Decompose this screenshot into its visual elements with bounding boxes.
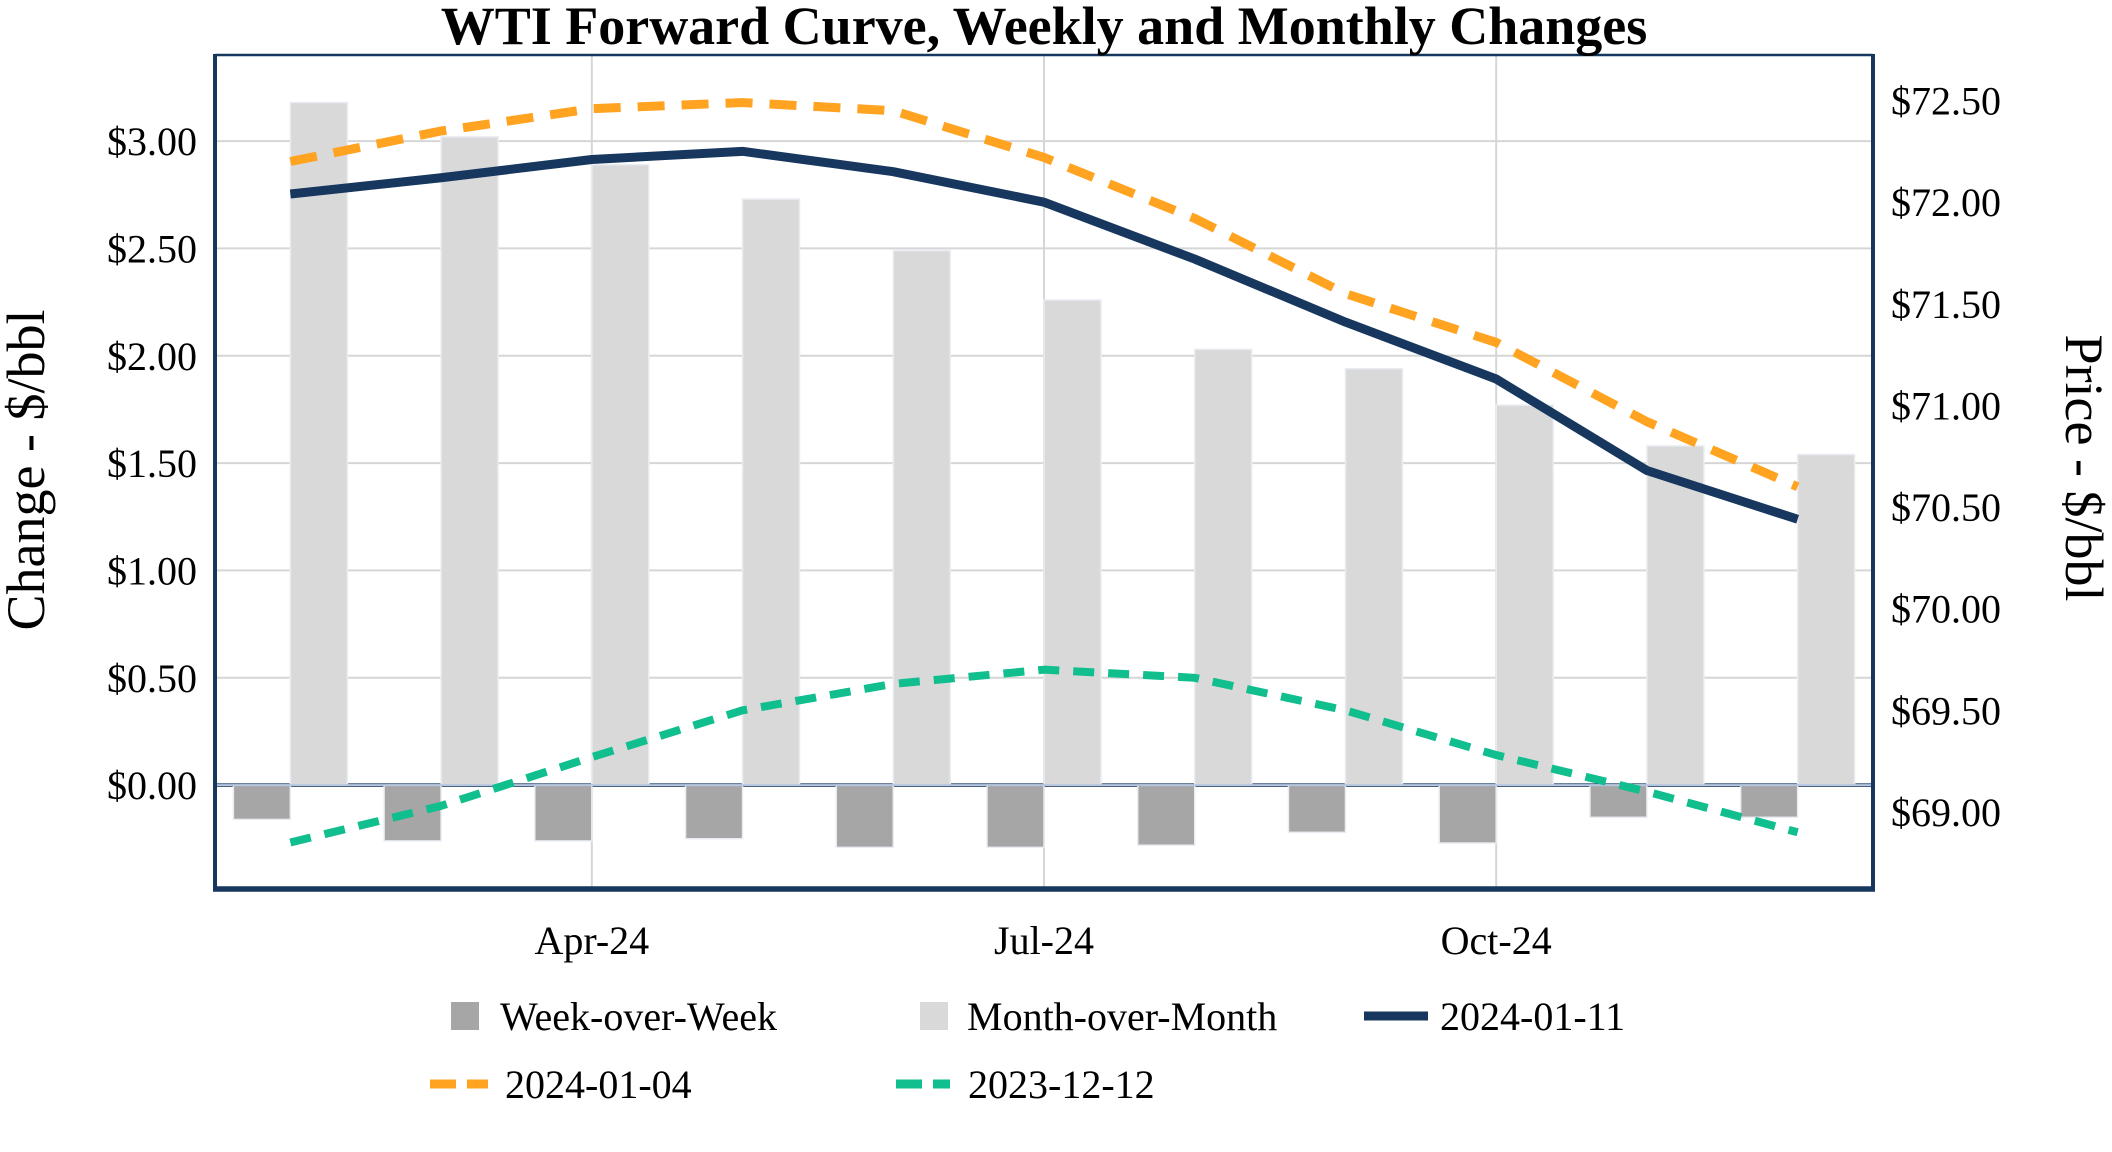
bar-week-over-week	[232, 784, 292, 821]
chart-title: WTI Forward Curve, Weekly and Monthly Ch…	[441, 0, 1648, 56]
bar-month-over-month	[1193, 348, 1253, 786]
bar-week-over-week	[986, 784, 1045, 849]
tick-labels-layer: $0.00 $0.50 $1.00 $1.50 $2.00 $2.50 $3.00 $69.0…	[107, 79, 2001, 963]
right-axis-tick-label: $70.50	[1891, 485, 2001, 530]
left-axis-tick-label: $1.50	[107, 441, 197, 486]
right-axis-tick-label: $69.00	[1891, 790, 2001, 835]
plot-border-layer	[213, 53, 1875, 892]
left-axis-tick-label: $2.00	[107, 334, 197, 379]
legend: Week-over-Week Month-over-Month 2024-01-11…	[430, 994, 1625, 1107]
bar-month-over-month	[289, 101, 349, 786]
bar-week-over-week	[1136, 784, 1196, 846]
x-axis-tick-label: Jul-24	[994, 918, 1094, 963]
right-axis-tick-label: $72.50	[1891, 79, 2001, 124]
legend-marker-Week-over-Week	[451, 1002, 479, 1030]
left-axis-tick-label: $3.00	[107, 119, 197, 164]
legend-label: Week-over-Week	[500, 994, 777, 1039]
legend-label: Month-over-Month	[967, 994, 1277, 1039]
right-axis-tick-label: $70.00	[1891, 587, 2001, 632]
bar-week-over-week	[1438, 784, 1497, 844]
legend-label: 2024-01-04	[505, 1062, 692, 1107]
bar-month-over-month	[892, 249, 952, 786]
bar-week-over-week	[1287, 784, 1347, 834]
right-axis-tick-label: $71.50	[1891, 282, 2001, 327]
bar-month-over-month	[1646, 445, 1705, 786]
bar-week-over-week	[684, 784, 744, 840]
line-2024-01-04	[289, 98, 1800, 491]
right-axis-tick-label: $69.50	[1891, 688, 2001, 733]
right-axis-tick-label: $72.00	[1891, 180, 2001, 225]
x-axis-tick-label: Oct-24	[1441, 918, 1552, 963]
bar-week-over-week	[1739, 784, 1799, 819]
bar-month-over-month	[1495, 404, 1554, 786]
bar-month-over-month	[741, 198, 801, 786]
bar-week-over-week	[835, 784, 895, 849]
left-axis-tick-label: $1.00	[107, 548, 197, 593]
legend-label: 2023-12-12	[968, 1062, 1155, 1107]
bar-week-over-week	[534, 784, 593, 842]
right-axis-tick-label: $71.00	[1891, 383, 2001, 428]
bar-month-over-month	[440, 136, 499, 786]
line-2023-12-12	[289, 665, 1799, 847]
bar-month-over-month	[1796, 453, 1856, 786]
right-axis-title: Price - $/bbl	[2054, 335, 2112, 602]
bar-month-over-month	[1043, 299, 1102, 786]
x-axis-tick-label: Apr-24	[534, 918, 649, 963]
bars-layer	[232, 101, 1856, 849]
lines-layer	[289, 98, 1800, 847]
legend-marker-Month-over-Month	[920, 1002, 948, 1030]
bar-month-over-month	[591, 163, 650, 786]
left-axis-tick-label: $2.50	[107, 226, 197, 271]
line-2024-01-11	[289, 146, 1800, 524]
left-axis-tick-label: $0.00	[107, 763, 197, 808]
legend-label: 2024-01-11	[1440, 994, 1625, 1039]
left-axis-title: Change - $/bbl	[0, 310, 56, 631]
left-axis-tick-label: $0.50	[107, 656, 197, 701]
